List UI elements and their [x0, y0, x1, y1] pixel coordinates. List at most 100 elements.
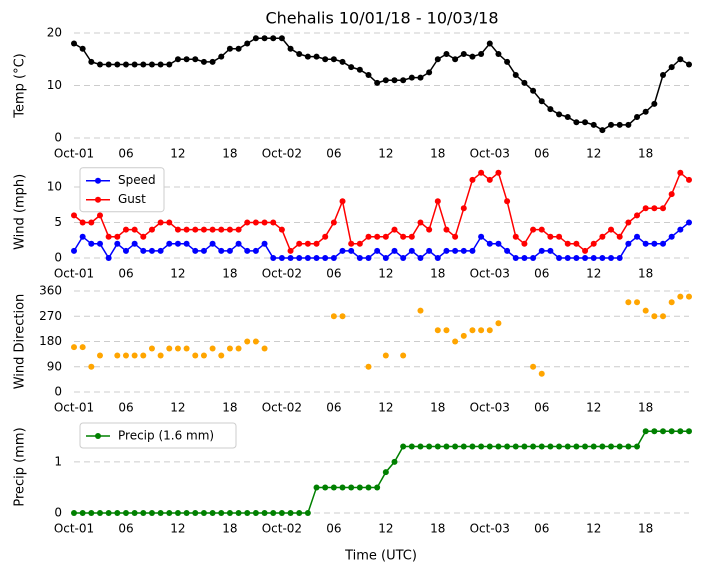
point [504, 58, 511, 65]
point [590, 443, 597, 450]
point [521, 79, 528, 86]
point [564, 443, 571, 450]
point [140, 510, 147, 516]
x-tick-label: 12 [170, 267, 185, 281]
point [192, 226, 199, 233]
point [148, 226, 155, 233]
point [287, 255, 294, 261]
point [270, 35, 277, 42]
point [686, 176, 692, 183]
point [642, 205, 649, 212]
point [599, 255, 606, 261]
x-tick-label: Oct-01 [54, 147, 94, 161]
point [573, 255, 580, 261]
line [73, 37, 690, 132]
point [651, 428, 658, 435]
point [79, 344, 86, 351]
point [408, 233, 415, 240]
x-tick-label: 06 [118, 401, 133, 415]
point [88, 58, 95, 65]
y-axis-label: Temp (°C) [13, 53, 28, 119]
point [556, 443, 563, 450]
legend-label: Speed [118, 173, 156, 187]
x-tick-label: Oct-03 [470, 267, 510, 281]
x-tick-label: 12 [586, 401, 601, 415]
point [642, 307, 649, 314]
point [677, 226, 684, 233]
legend-label: Gust [118, 192, 146, 206]
point [660, 72, 667, 78]
point [538, 443, 545, 450]
legend-box [79, 167, 165, 213]
point [192, 510, 199, 516]
point [105, 255, 112, 261]
point [252, 219, 259, 226]
point [651, 205, 658, 212]
point [634, 233, 641, 240]
point [348, 240, 355, 247]
point [495, 320, 502, 327]
point [71, 40, 77, 47]
x-tick-label: Oct-02 [262, 147, 302, 161]
x-tick-label: 18 [638, 522, 653, 536]
point [261, 510, 268, 516]
point [313, 53, 320, 60]
point [218, 352, 225, 359]
x-tick-label: 18 [430, 267, 445, 281]
point [495, 51, 502, 57]
point [209, 345, 216, 352]
point [252, 338, 259, 345]
point [668, 233, 675, 240]
point [616, 443, 623, 450]
point [88, 510, 95, 516]
point [434, 56, 441, 63]
point [452, 443, 459, 450]
point [166, 61, 173, 68]
line [73, 171, 690, 253]
point [391, 247, 398, 254]
point [417, 443, 424, 450]
point [512, 233, 519, 240]
point [96, 61, 103, 68]
point [625, 121, 632, 128]
point [96, 240, 103, 247]
point [287, 247, 294, 254]
point [157, 510, 164, 516]
point [330, 56, 337, 63]
point [235, 226, 242, 233]
point [382, 352, 389, 359]
point [642, 240, 649, 247]
point [408, 443, 415, 450]
point [226, 247, 233, 254]
point [530, 255, 537, 261]
point [460, 332, 467, 339]
point [660, 313, 667, 320]
y-tick-label: 5 [54, 215, 62, 229]
point [478, 169, 485, 176]
point [400, 443, 407, 450]
point [356, 240, 363, 247]
point [616, 233, 623, 240]
point [599, 443, 606, 450]
point [408, 247, 415, 254]
point [460, 205, 467, 212]
point [582, 255, 589, 261]
x-tick-label: 06 [534, 267, 549, 281]
point [469, 247, 476, 254]
point [660, 205, 667, 212]
x-tick-label: 06 [534, 147, 549, 161]
y-tick-label: 20 [47, 26, 62, 40]
point [634, 443, 641, 450]
point [495, 240, 502, 247]
point [131, 226, 138, 233]
point [244, 219, 251, 226]
point [668, 299, 675, 306]
point [677, 56, 684, 63]
x-tick-label: Oct-01 [54, 267, 94, 281]
point [304, 255, 311, 261]
point [287, 510, 294, 516]
point [209, 240, 216, 247]
point [495, 443, 502, 450]
point [296, 255, 303, 261]
